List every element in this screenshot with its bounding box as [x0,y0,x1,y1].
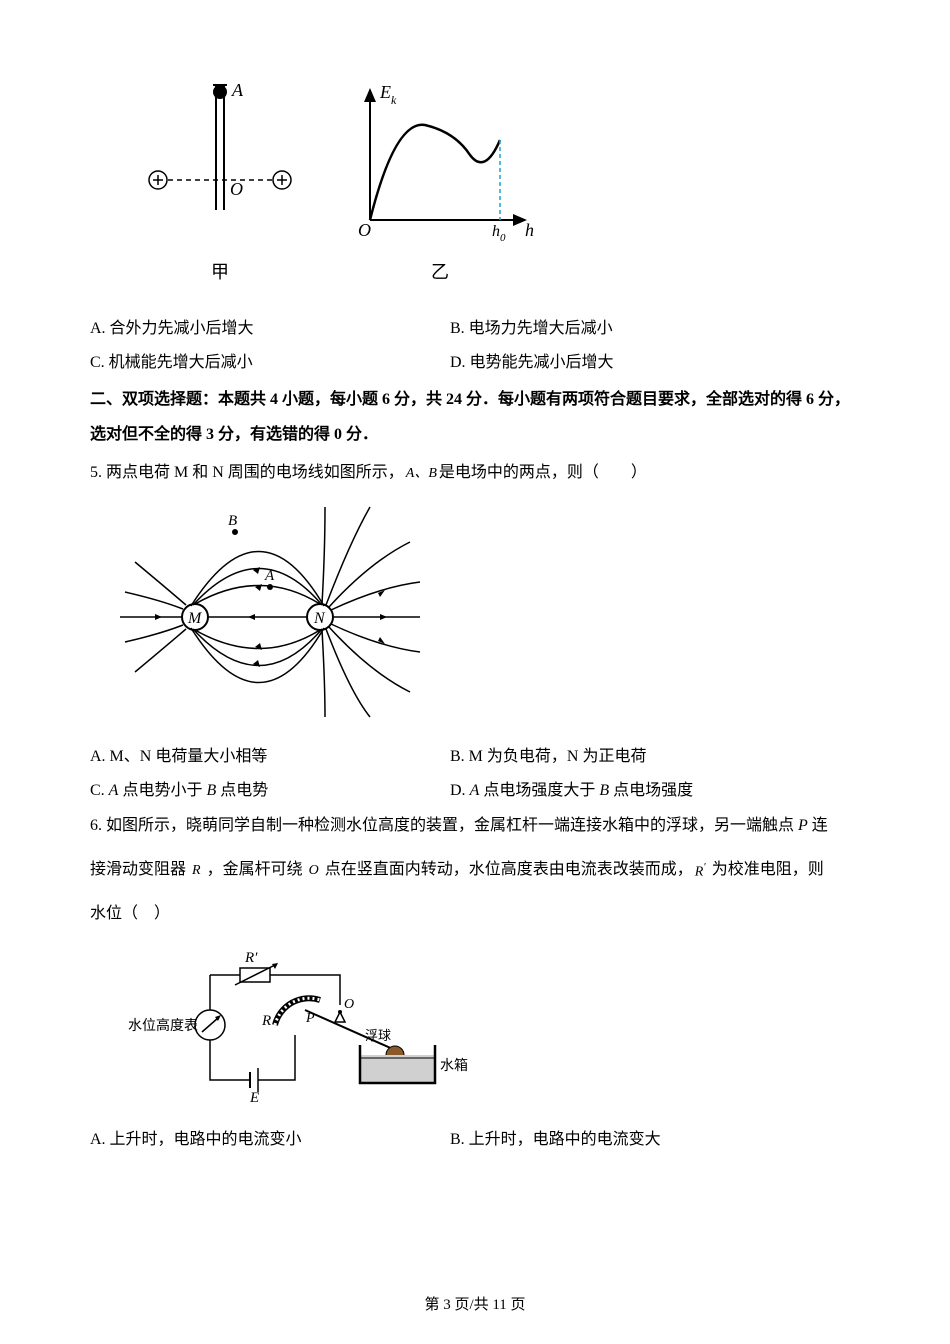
section2-title: 二、双项选择题：本题共 4 小题，每小题 6 分，共 24 分．每小题有两项符合… [90,382,860,452]
label-h0: h0 [492,223,506,244]
figure-jia-caption: 甲 [211,258,229,284]
q5-var: A、B [406,467,437,481]
q4-option-A: A. 合外力先减小后增大 [90,314,450,338]
label-A: A [231,80,244,100]
q6-option-B: B. 上升时，电路中的电流变大 [450,1125,860,1149]
figure-jia: A O 甲 [140,70,300,284]
label-h: h [525,220,534,240]
figure-yi: Ek h0 h O 乙 [340,70,540,284]
q5-options-row1: A. M、N 电荷量大小相等 B. M 为负电荷，N 为正电荷 [90,742,860,766]
label-origin: O [358,220,371,240]
q6-options-row1: A. 上升时，电路中的电流变小 B. 上升时，电路中的电流变大 [90,1125,860,1149]
figure-row: A O 甲 [90,70,860,284]
label-O: O [230,179,243,199]
q5-label-B: B [228,513,237,529]
figure-yi-svg: Ek h0 h O [340,70,540,250]
q5-option-B: B. M 为负电荷，N 为正电荷 [450,742,860,766]
label-Ek: Ek [379,82,397,107]
q4-option-B: B. 电场力先增大后减小 [450,314,860,338]
q6-label-meter: 水位高度表 [128,1017,198,1034]
q6-label-float: 浮球 [365,1028,391,1043]
q6-label-Rprime: R′ [244,950,258,966]
q4-option-D: D. 电势能先减小后增大 [450,348,860,372]
q5-label-M: M [187,610,203,627]
q5-options-row2: C. A 点电势小于 B 点电势 D. A 点电场强度大于 B 点电场强度 [90,776,860,800]
page-footer: 第 3 页/共 11 页 [0,1293,950,1314]
q5-option-D: D. A 点电场强度大于 B 点电场强度 [450,776,860,800]
q4-option-C: C. 机械能先增大后减小 [90,348,450,372]
q6-label-E: E [249,1090,259,1105]
q6-diagram: R′ 水位高度表 E R P O 浮球 水箱 [110,940,860,1110]
q6-text: 6. 如图所示，晓萌同学自制一种检测水位高度的装置，金属杠杆一端连接水箱中的浮球… [90,810,860,930]
q6-option-A: A. 上升时，电路中的电流变小 [90,1125,450,1149]
q5-option-A: A. M、N 电荷量大小相等 [90,742,450,766]
q4-options-row2: C. 机械能先增大后减小 D. 电势能先减小后增大 [90,348,860,372]
q6-label-tank: 水箱 [440,1058,468,1074]
q5-label-N: N [313,610,326,627]
figure-jia-svg: A O [140,70,300,250]
q5-text-before: 5. 两点电荷 M 和 N 周围的电场线如图所示， [90,458,404,482]
q6-label-O: O [344,997,354,1012]
figure-yi-caption: 乙 [431,258,449,284]
q5-text-after: 是电场中的两点，则（ ） [439,458,647,482]
q4-options-row1: A. 合外力先减小后增大 B. 电场力先增大后减小 [90,314,860,338]
q5-diagram: M N A B [110,492,860,727]
q5-text: 5. 两点电荷 M 和 N 周围的电场线如图所示， A、B 是电场中的两点，则（… [90,458,860,482]
q6-label-R: R [261,1013,271,1029]
q5-option-C: C. A 点电势小于 B 点电势 [90,776,450,800]
